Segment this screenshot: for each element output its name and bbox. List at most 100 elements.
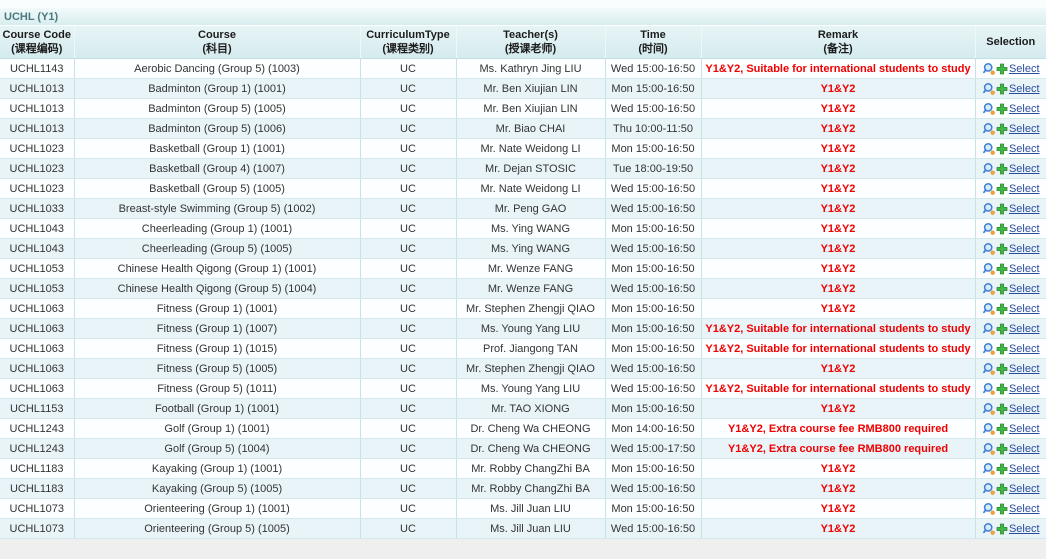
time-cell: Wed 15:00-16:50 (605, 378, 702, 399)
magnifier-icon[interactable] (982, 442, 995, 455)
remark-cell: Y1&Y2 (701, 518, 976, 539)
remark-cell: Y1&Y2 (701, 198, 976, 219)
magnifier-icon[interactable] (982, 322, 995, 335)
select-link[interactable]: Select (996, 63, 1040, 75)
magnifier-icon[interactable] (982, 182, 995, 195)
select-link[interactable]: Select (996, 143, 1040, 155)
magnifier-icon[interactable] (982, 62, 995, 75)
select-link[interactable]: Select (996, 123, 1040, 135)
add-icon (996, 143, 1008, 155)
course-code-cell: UCHL1243 (0, 418, 75, 439)
remark-cell: Y1&Y2 (701, 278, 976, 299)
magnifier-icon[interactable] (982, 502, 995, 515)
add-icon (996, 223, 1008, 235)
course-code-cell: UCHL1183 (0, 478, 75, 499)
time-cell: Wed 15:00-16:50 (605, 198, 702, 219)
teacher-cell: Mr. Dejan STOSIC (456, 158, 606, 179)
table-row: UCHL1053 Chinese Health Qigong (Group 5)… (0, 278, 1046, 299)
magnifier-icon[interactable] (982, 122, 995, 135)
magnifier-icon[interactable] (982, 142, 995, 155)
select-label: Select (1008, 142, 1040, 155)
select-link[interactable]: Select (996, 463, 1040, 475)
select-link[interactable]: Select (996, 483, 1040, 495)
magnifier-icon[interactable] (982, 102, 995, 115)
table-row: UCHL1043 Cheerleading (Group 5) (1005) U… (0, 238, 1046, 259)
column-header-course: Course (科目) (74, 26, 361, 59)
select-link[interactable]: Select (996, 203, 1040, 215)
teacher-cell: Ms. Ying WANG (456, 218, 606, 239)
time-cell: Mon 15:00-16:50 (605, 398, 702, 419)
course-cell: Breast-style Swimming (Group 5) (1002) (74, 198, 361, 219)
remark-cell: Y1&Y2 (701, 138, 976, 159)
selection-cell: Select (975, 178, 1046, 199)
magnifier-icon[interactable] (982, 302, 995, 315)
time-cell: Wed 15:00-17:50 (605, 438, 702, 459)
course-table: Course Code (课程编码) Course (科目) CurriculumTyp… (0, 26, 1046, 539)
magnifier-icon[interactable] (982, 522, 995, 535)
magnifier-icon[interactable] (982, 382, 995, 395)
select-link[interactable]: Select (996, 403, 1040, 415)
course-code-cell: UCHL1063 (0, 318, 75, 339)
select-label: Select (1008, 502, 1040, 515)
add-icon (996, 183, 1008, 195)
magnifier-icon[interactable] (982, 262, 995, 275)
select-link[interactable]: Select (996, 523, 1040, 535)
select-link[interactable]: Select (996, 323, 1040, 335)
selection-cell: Select (975, 338, 1046, 359)
selection-cell: Select (975, 498, 1046, 519)
magnifier-icon[interactable] (982, 482, 995, 495)
select-link[interactable]: Select (996, 183, 1040, 195)
column-header-label: Course Code (2, 29, 71, 41)
course-cell: Badminton (Group 1) (1001) (74, 78, 361, 99)
select-link[interactable]: Select (996, 423, 1040, 435)
teacher-cell: Ms. Ying WANG (456, 238, 606, 259)
selection-cell: Select (975, 458, 1046, 479)
magnifier-icon[interactable] (982, 282, 995, 295)
course-code-cell: UCHL1063 (0, 298, 75, 319)
table-row: UCHL1023 Basketball (Group 4) (1007) UC … (0, 158, 1046, 179)
add-icon (996, 83, 1008, 95)
table-row: UCHL1183 Kayaking (Group 1) (1001) UC Mr… (0, 458, 1046, 479)
course-code-cell: UCHL1063 (0, 358, 75, 379)
course-code-cell: UCHL1043 (0, 218, 75, 239)
selection-cell: Select (975, 438, 1046, 459)
selection-cell: Select (975, 98, 1046, 119)
select-link[interactable]: Select (996, 283, 1040, 295)
magnifier-icon[interactable] (982, 362, 995, 375)
magnifier-icon[interactable] (982, 422, 995, 435)
time-cell: Mon 15:00-16:50 (605, 318, 702, 339)
course-code-cell: UCHL1183 (0, 458, 75, 479)
select-link[interactable]: Select (996, 103, 1040, 115)
magnifier-icon[interactable] (982, 242, 995, 255)
selection-cell: Select (975, 518, 1046, 539)
magnifier-icon[interactable] (982, 82, 995, 95)
select-link[interactable]: Select (996, 343, 1040, 355)
column-header-label: Remark (817, 29, 859, 41)
select-link[interactable]: Select (996, 363, 1040, 375)
magnifier-icon[interactable] (982, 342, 995, 355)
course-cell: Chinese Health Qigong (Group 5) (1004) (74, 278, 361, 299)
select-label: Select (1008, 282, 1040, 295)
select-link[interactable]: Select (996, 383, 1040, 395)
select-link[interactable]: Select (996, 263, 1040, 275)
time-cell: Wed 15:00-16:50 (605, 358, 702, 379)
magnifier-icon[interactable] (982, 222, 995, 235)
select-link[interactable]: Select (996, 243, 1040, 255)
select-link[interactable]: Select (996, 223, 1040, 235)
select-link[interactable]: Select (996, 303, 1040, 315)
magnifier-icon[interactable] (982, 202, 995, 215)
magnifier-icon[interactable] (982, 162, 995, 175)
course-cell: Basketball (Group 5) (1005) (74, 178, 361, 199)
curriculum-type-cell: UC (360, 98, 457, 119)
time-cell: Wed 15:00-16:50 (605, 98, 702, 119)
course-cell: Badminton (Group 5) (1006) (74, 118, 361, 139)
select-link[interactable]: Select (996, 163, 1040, 175)
select-link[interactable]: Select (996, 83, 1040, 95)
remark-cell: Y1&Y2 (701, 458, 976, 479)
selection-cell: Select (975, 58, 1046, 79)
select-link[interactable]: Select (996, 503, 1040, 515)
magnifier-icon[interactable] (982, 462, 995, 475)
remark-cell: Y1&Y2 (701, 118, 976, 139)
magnifier-icon[interactable] (982, 402, 995, 415)
select-link[interactable]: Select (996, 443, 1040, 455)
